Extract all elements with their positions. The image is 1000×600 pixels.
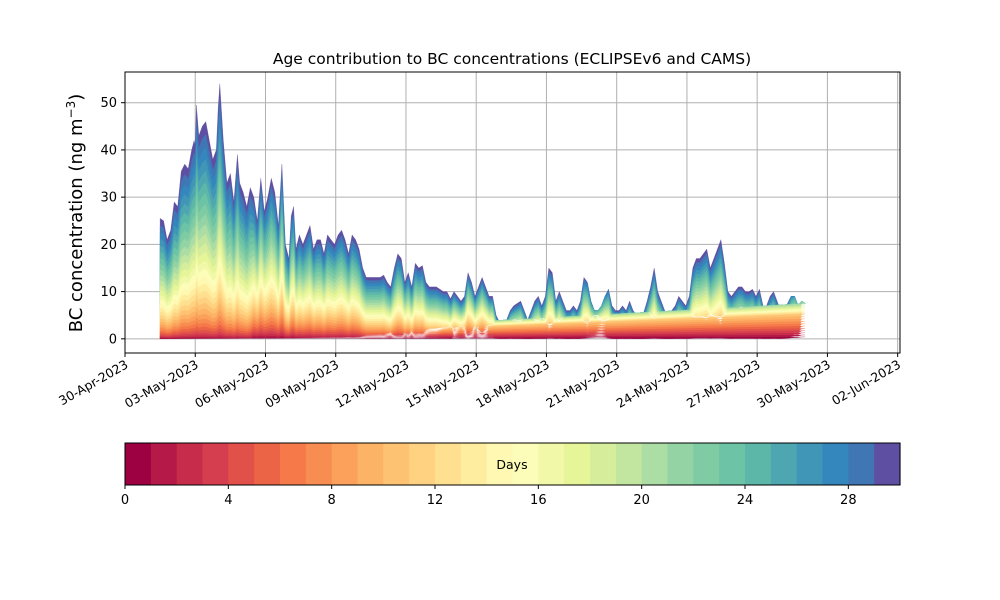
x-tick-label: 24-May-2023 [614, 357, 693, 411]
x-tick-label: 30-May-2023 [754, 357, 833, 411]
x-tick-label: 21-May-2023 [543, 357, 622, 411]
age-band-0 [159, 336, 806, 339]
x-tick-label: 12-May-2023 [333, 357, 412, 411]
stacked-area-plot [159, 83, 806, 339]
colorbar-swatch [435, 443, 462, 485]
colorbar-swatch [280, 443, 307, 485]
x-tick-label: 18-May-2023 [473, 357, 552, 411]
colorbar-swatch [254, 443, 281, 485]
y-tick-label: 40 [100, 143, 117, 158]
colorbar-swatch [228, 443, 255, 485]
colorbar-swatch [848, 443, 875, 485]
x-tick-label: 06-May-2023 [192, 357, 271, 411]
colorbar-legend [124, 442, 901, 486]
y-axis: 0 10 20 30 40 50 [100, 96, 125, 347]
y-tick-label: 30 [100, 191, 117, 206]
colorbar-swatch [796, 443, 824, 485]
colorbar-swatch [512, 443, 539, 485]
colorbar-swatch [564, 443, 591, 485]
colorbar-swatch [331, 443, 359, 485]
colorbar-swatch [357, 443, 384, 485]
colorbar-label: Days [496, 457, 527, 472]
plot-frame [124, 71, 901, 354]
y-tick-label: 10 [100, 285, 117, 300]
colorbar-swatch [538, 443, 565, 485]
colorbar-swatch [150, 443, 178, 485]
colorbar-swatch [202, 443, 229, 485]
colorbar-swatch [590, 443, 617, 485]
colorbar-frame [124, 442, 901, 486]
x-tick-label: 15-May-2023 [403, 357, 482, 411]
colorbar-ticks: 0 4 8 12 16 20 24 28 [121, 485, 857, 508]
colorbar-swatch [874, 443, 901, 485]
y-tick-label: 50 [100, 96, 117, 111]
y-axis-label: BC concentration (ng m−3) [64, 94, 87, 333]
colorbar-swatch [176, 443, 204, 485]
colorbar-swatch [822, 443, 849, 485]
colorbar-tick-label: 24 [737, 493, 754, 508]
colorbar-swatch [641, 443, 669, 485]
colorbar-tick-label: 16 [530, 493, 547, 508]
colorbar-swatch [615, 443, 643, 485]
colorbar-swatch [460, 443, 488, 485]
colorbar-swatch [383, 443, 410, 485]
x-tick-label: 09-May-2023 [262, 357, 341, 411]
x-axis: 30-Apr-202303-May-202306-May-202309-May-… [56, 353, 903, 411]
x-tick-label: 27-May-2023 [684, 357, 763, 411]
colorbar-swatch [305, 443, 333, 485]
colorbar-tick-label: 4 [224, 493, 232, 508]
colorbar-tick-label: 8 [328, 493, 336, 508]
colorbar-swatch [125, 443, 152, 485]
chart-title: Age contribution to BC concentrations (E… [273, 50, 751, 68]
colorbar-swatch [745, 443, 772, 485]
colorbar-swatch [719, 443, 746, 485]
grid-lines [124, 72, 900, 353]
x-tick-label: 02-Jun-2023 [829, 357, 903, 408]
colorbar-swatch [770, 443, 798, 485]
colorbar-tick-label: 0 [121, 493, 129, 508]
colorbar-swatch [667, 443, 694, 485]
colorbar-swatch [409, 443, 436, 485]
x-tick-label: 30-Apr-2023 [56, 357, 130, 409]
colorbar-swatch [693, 443, 720, 485]
colorbar-tick-label: 12 [427, 493, 444, 508]
y-tick-label: 20 [100, 238, 117, 253]
colorbar-tick-label: 28 [840, 493, 857, 508]
colorbar-tick-label: 20 [633, 493, 650, 508]
y-tick-label: 0 [109, 332, 117, 347]
x-tick-label: 03-May-2023 [122, 357, 201, 411]
colorbar-swatch [486, 443, 514, 485]
